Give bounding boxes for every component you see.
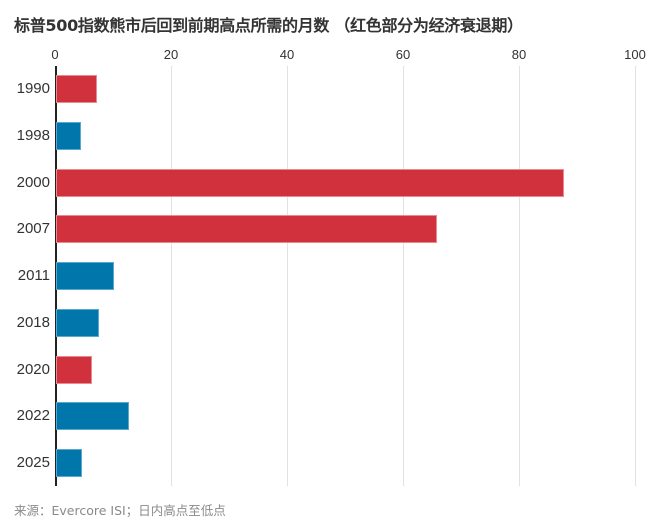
y-category-label: 2020 [16, 360, 50, 378]
bar-2011 [56, 262, 114, 290]
bar-recession-1990 [56, 75, 97, 103]
gridline [635, 66, 636, 486]
gridline [519, 66, 520, 486]
x-tick-label: 80 [511, 47, 527, 62]
x-tick-label: 40 [279, 47, 295, 62]
x-tick-label: 60 [395, 47, 411, 62]
gridline [171, 66, 172, 486]
y-category-label: 2000 [16, 173, 50, 191]
bar-recession-2000 [56, 168, 564, 197]
bar-2018 [56, 308, 99, 337]
y-category-label: 2011 [17, 267, 50, 284]
y-category-label: 1990 [16, 80, 50, 97]
y-axis-line [55, 66, 57, 486]
bar-recession-2007 [56, 215, 438, 244]
x-tick-label: 100 [624, 47, 646, 62]
bar-1998 [56, 121, 81, 150]
gridline [287, 66, 288, 486]
bar-2022 [56, 402, 130, 431]
gridline [403, 66, 404, 486]
y-category-label: 1998 [16, 126, 50, 144]
y-category-label: 2018 [16, 313, 50, 331]
bar-recession-2020 [56, 355, 92, 384]
x-tick-label: 0 [51, 47, 59, 62]
y-category-label: 2025 [16, 454, 50, 471]
y-category-label: 2007 [16, 220, 50, 238]
source-note: 来源：Evercore ISI；日内高点至低点 [14, 503, 226, 518]
chart-title: 标普500指数熊市后回到前期高点所需的月数 （红色部分为经济衰退期） [14, 16, 523, 35]
bar-2025 [56, 449, 83, 477]
y-category-label: 2022 [16, 407, 50, 425]
x-tick-label: 20 [163, 47, 179, 62]
